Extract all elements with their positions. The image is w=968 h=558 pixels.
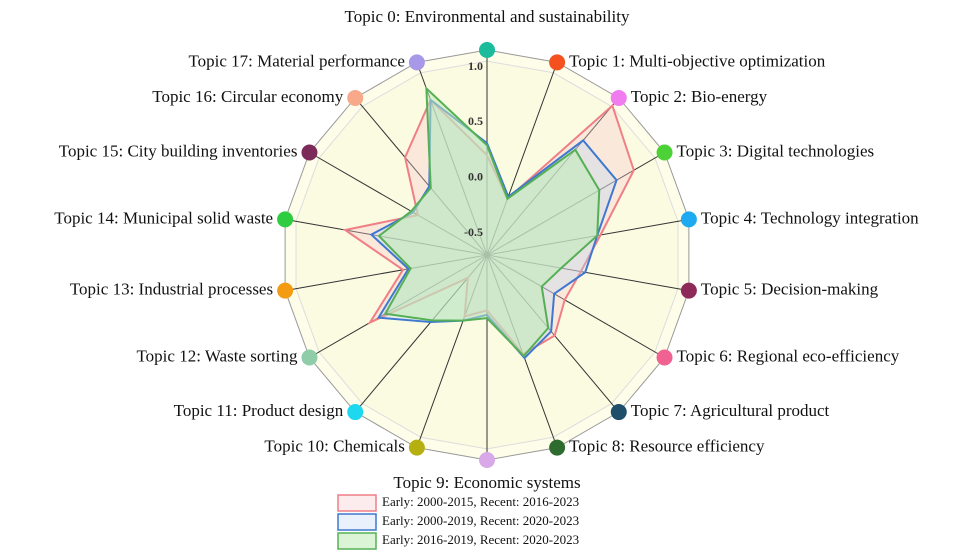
topic-marker	[680, 211, 697, 228]
axis-label: Topic 7: Agricultural product	[631, 401, 830, 420]
topic-marker	[610, 404, 627, 421]
topic-marker	[549, 439, 566, 456]
legend-label: Early: 2000-2015, Recent: 2016-2023	[382, 494, 579, 509]
topic-marker	[408, 54, 425, 71]
axis-label: Topic 9: Economic systems	[393, 473, 580, 492]
topic-marker	[549, 54, 566, 71]
legend-swatch	[337, 513, 377, 531]
axis-label: Topic 12: Waste sorting	[136, 346, 297, 365]
topic-marker	[347, 404, 364, 421]
series-area	[377, 85, 601, 358]
legend-label: Early: 2000-2019, Recent: 2020-2023	[382, 513, 579, 528]
axis-label: Topic 6: Regional eco-efficiency	[677, 346, 900, 365]
topic-marker	[408, 439, 425, 456]
axis-label: Topic 11: Product design	[174, 401, 344, 420]
y-tick-label: 0.5	[468, 114, 483, 128]
topic-marker	[301, 144, 318, 161]
y-tick-label: 0.0	[468, 170, 483, 184]
topic-marker	[277, 211, 294, 228]
topic-marker	[479, 452, 495, 468]
topic-marker	[301, 349, 318, 366]
axis-label: Topic 0: Environmental and sustainabilit…	[345, 7, 630, 26]
axis-label: Topic 15: City building inventories	[59, 141, 298, 160]
legend-label: Early: 2016-2019, Recent: 2020-2023	[382, 532, 579, 547]
topic-marker	[347, 89, 364, 106]
axis-label: Topic 8: Resource efficiency	[569, 437, 765, 456]
axis-label: Topic 17: Material performance	[188, 51, 404, 70]
topic-marker	[656, 349, 673, 366]
legend-swatch	[337, 494, 377, 512]
axis-label: Topic 1: Multi-objective optimization	[569, 51, 826, 70]
y-tick-label: 1.0	[468, 59, 483, 73]
axis-label: Topic 14: Municipal solid waste	[54, 208, 273, 227]
axis-label: Topic 13: Industrial processes	[70, 280, 273, 299]
axis-label: Topic 16: Circular economy	[152, 87, 343, 106]
axis-label: Topic 3: Digital technologies	[677, 141, 875, 160]
axis-label: Topic 2: Bio-energy	[631, 87, 768, 106]
axis-label: Topic 4: Technology integration	[701, 208, 919, 227]
topic-marker	[656, 144, 673, 161]
topic-marker	[680, 282, 697, 299]
axis-label: Topic 10: Chemicals	[264, 437, 404, 456]
y-tick-label: -0.5	[464, 225, 483, 239]
legend-swatch	[337, 532, 377, 550]
topic-marker	[610, 89, 627, 106]
topic-marker	[479, 42, 495, 58]
topic-marker	[277, 282, 294, 299]
axis-label: Topic 5: Decision-making	[701, 280, 879, 299]
